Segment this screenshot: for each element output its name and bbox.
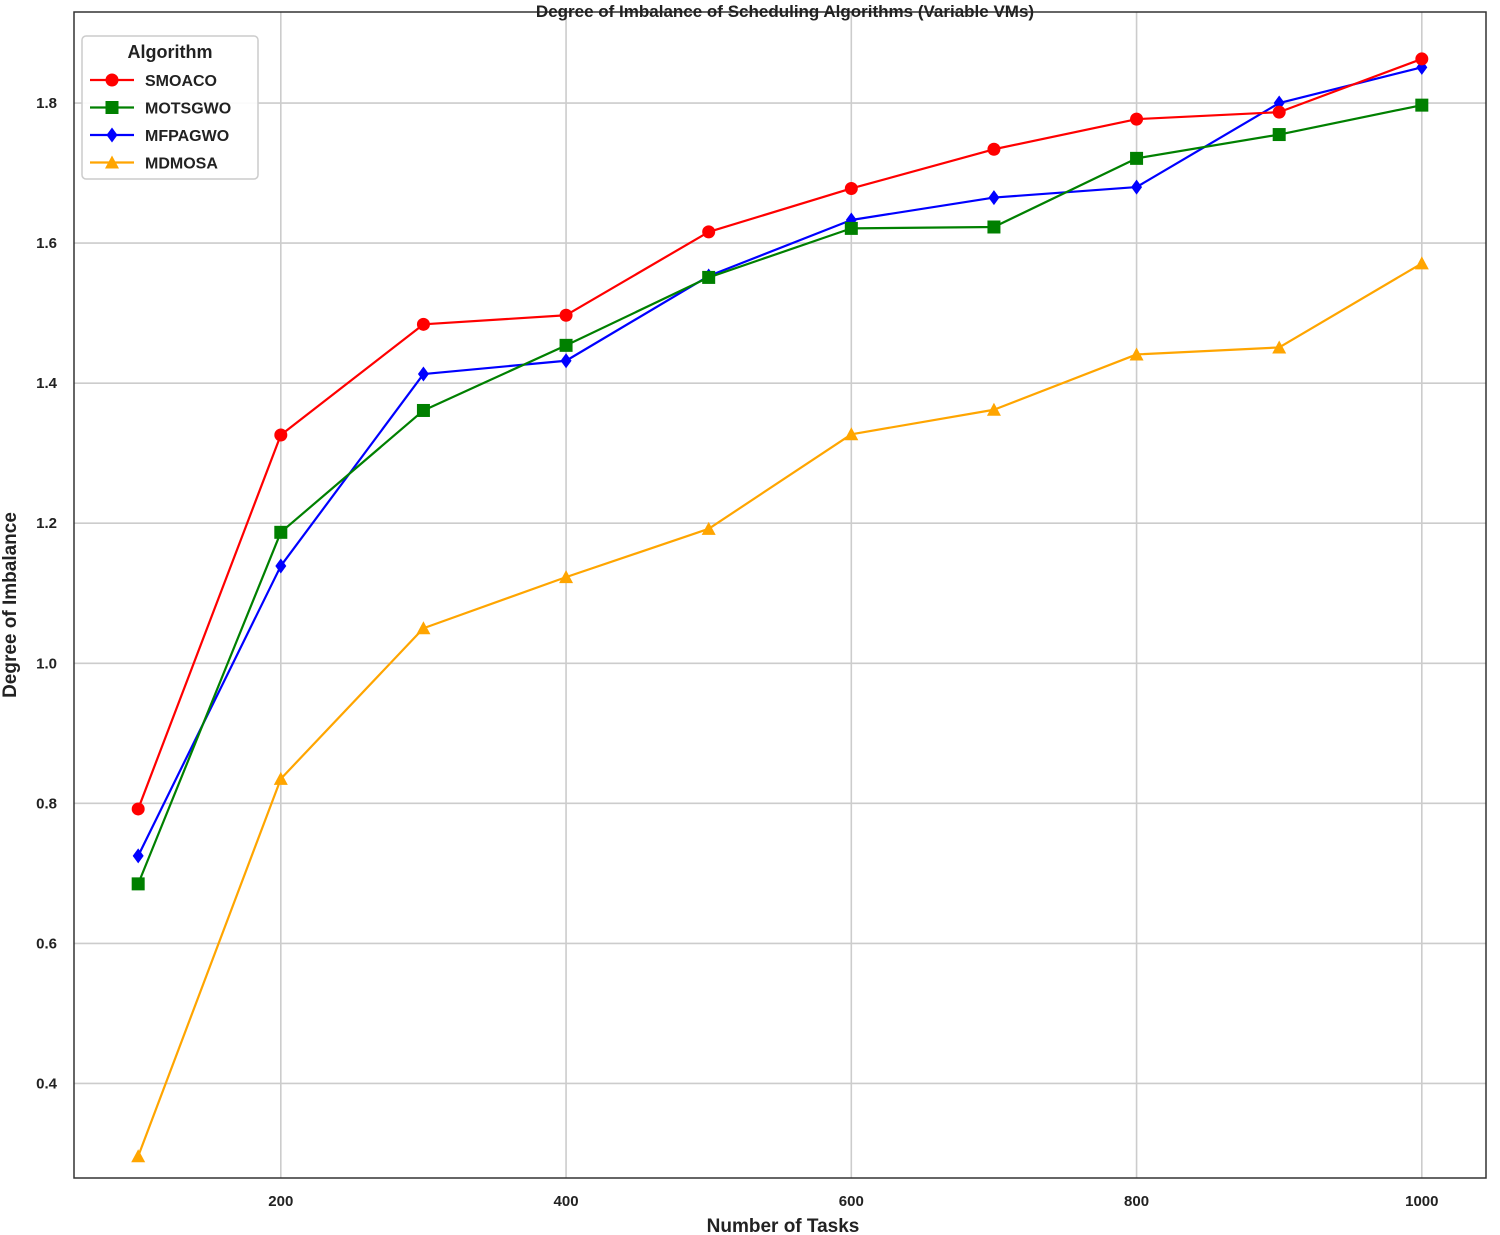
series-mdmosa (131, 256, 1429, 1163)
y-tick-label: 0.8 (36, 795, 57, 812)
legend-title: Algorithm (128, 42, 213, 62)
data-point-mfpagwo (417, 366, 429, 382)
y-tick-label: 0.6 (36, 935, 57, 952)
x-tick-label: 400 (554, 1193, 579, 1210)
data-point-mdmosa (416, 621, 431, 635)
data-point-mdmosa (1414, 256, 1429, 270)
legend-item-motsgwo: MOTSGWO (90, 101, 231, 118)
data-point-motsgwo (1272, 128, 1286, 142)
data-point-smoaco (1130, 112, 1144, 126)
data-point-mdmosa (844, 427, 859, 441)
x-tick-label: 600 (839, 1193, 864, 1210)
legend-marker-mdmosa (105, 155, 119, 169)
legend-label-smoaco: SMOACO (145, 73, 217, 90)
data-point-motsgwo (987, 220, 1001, 234)
tick-labels: 200 400 600 800 1000 0.4 0.6 0.8 1.0 1.2 1.4 1.6 1.8 (36, 95, 1438, 1210)
data-point-smoaco (1415, 52, 1429, 66)
legend-items: SMOACO MOTSGWO MFPAGWO MDMOSA (90, 73, 231, 173)
x-tick-label: 1000 (1405, 1193, 1438, 1210)
data-point-mdmosa (1272, 340, 1287, 354)
series-line-mdmosa (137, 262, 1423, 1157)
data-point-smoaco (987, 142, 1001, 156)
legend-item-smoaco: SMOACO (90, 73, 217, 90)
legend-label-mfpagwo: MFPAGWO (145, 128, 229, 145)
series-mfpagwo (132, 59, 1428, 864)
legend-item-mdmosa: MDMOSA (90, 155, 218, 173)
data-point-mdmosa (273, 771, 288, 785)
y-tick-label: 1.2 (36, 515, 57, 532)
chart-title: Degree of Imbalance of Scheduling Algori… (536, 2, 1034, 21)
data-point-mdmosa (986, 402, 1001, 416)
y-tick-label: 0.4 (36, 1075, 58, 1092)
data-point-smoaco (131, 802, 145, 816)
data-point-motsgwo (131, 877, 145, 891)
data-point-smoaco (416, 317, 430, 331)
plot-series (131, 52, 1429, 1163)
data-point-mfpagwo (560, 353, 572, 369)
series-smoaco (131, 52, 1429, 816)
data-point-mfpagwo (1131, 179, 1143, 195)
x-tick-label: 200 (268, 1193, 293, 1210)
series-line-motsgwo (137, 104, 1423, 885)
legend-marker-motsgwo (105, 101, 119, 114)
legend-marker-smoaco (105, 73, 119, 87)
legend: Algorithm SMOACO MOTSGWO MFPAGWO MDMOSA (81, 35, 259, 180)
y-tick-label: 1.8 (36, 95, 57, 112)
data-point-mdmosa (1129, 347, 1144, 361)
data-point-motsgwo (274, 525, 288, 539)
legend-label-motsgwo: MOTSGWO (145, 101, 231, 118)
series-line-smoaco (137, 57, 1423, 810)
y-axis-label: Degree of Imbalance (0, 512, 21, 698)
plot-frame (73, 11, 1487, 1179)
data-point-mfpagwo (275, 558, 287, 574)
legend-box (81, 35, 259, 180)
data-point-mdmosa (701, 521, 716, 535)
data-point-motsgwo (559, 338, 573, 352)
legend-label-mdmosa: MDMOSA (145, 156, 218, 173)
data-point-mdmosa (131, 1149, 146, 1163)
series-line-mfpagwo (137, 66, 1423, 857)
y-tick-label: 1.4 (36, 375, 58, 392)
data-point-smoaco (1272, 105, 1286, 119)
data-point-smoaco (844, 181, 858, 195)
legend-marker-mfpagwo (106, 127, 118, 143)
grid (74, 12, 1486, 1178)
data-point-mfpagwo (988, 190, 1000, 206)
data-point-mfpagwo (132, 848, 144, 864)
data-point-motsgwo (1130, 151, 1144, 165)
data-point-smoaco (559, 308, 573, 322)
data-point-smoaco (702, 225, 716, 239)
data-point-motsgwo (1415, 98, 1429, 112)
series-motsgwo (131, 98, 1429, 891)
x-tick-label: 800 (1124, 1193, 1149, 1210)
legend-item-mfpagwo: MFPAGWO (90, 127, 229, 145)
data-point-motsgwo (416, 403, 430, 417)
data-point-motsgwo (702, 270, 716, 284)
data-point-motsgwo (844, 221, 858, 235)
y-tick-label: 1.6 (36, 235, 57, 252)
data-point-mdmosa (559, 570, 574, 584)
data-point-smoaco (274, 428, 288, 442)
y-tick-label: 1.0 (36, 655, 57, 672)
x-axis-label: Number of Tasks (707, 1216, 860, 1235)
